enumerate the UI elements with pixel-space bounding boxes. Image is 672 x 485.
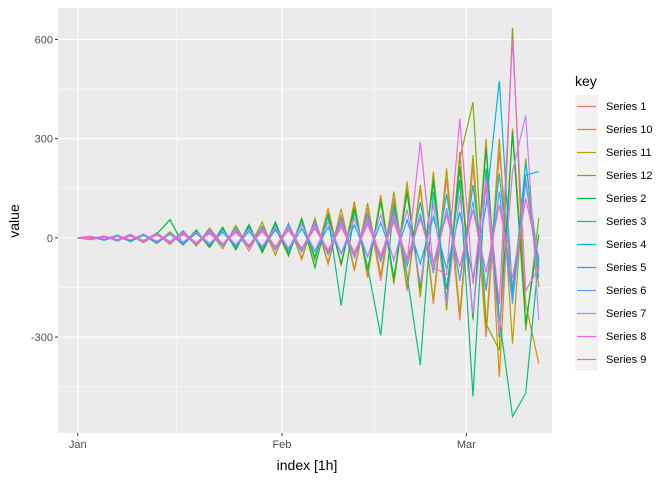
y-axis-label: value [6, 204, 22, 238]
legend: key Series 1 Series 10 Series 11 Series 12 S… [575, 73, 652, 371]
y-tick-label: -300 [31, 332, 53, 344]
series-lines [77, 27, 540, 419]
legend-label: Series 12 [606, 170, 652, 182]
legend-label: Series 11 [606, 147, 652, 159]
legend-label: Series 9 [606, 354, 646, 366]
legend-label: Series 3 [606, 216, 646, 228]
series-line-series-5 [77, 80, 539, 295]
legend-label: Series 5 [606, 262, 646, 274]
legend-label: Series 2 [606, 193, 646, 205]
legend-label: Series 10 [606, 124, 652, 136]
x-tick-label: Jan [69, 439, 87, 451]
legend-title: key [575, 73, 597, 89]
series-line-series-9 [77, 198, 540, 279]
legend-label: Series 1 [606, 101, 646, 113]
x-tick-label: Mar [457, 439, 476, 451]
legend-label: Series 6 [606, 285, 646, 297]
legend-label: Series 7 [606, 308, 646, 320]
series-line-series-8 [77, 39, 540, 305]
y-tick-label: 600 [35, 34, 53, 46]
axes: 600 300 0 -300 Jan Feb Mar [31, 34, 476, 451]
x-axis-label: index [1h] [277, 457, 338, 473]
x-tick-label: Feb [272, 439, 291, 451]
y-tick-label: 300 [35, 134, 53, 146]
legend-label: Series 4 [606, 239, 646, 251]
y-tick-label: 0 [47, 233, 53, 245]
legend-label: Series 8 [606, 331, 646, 343]
